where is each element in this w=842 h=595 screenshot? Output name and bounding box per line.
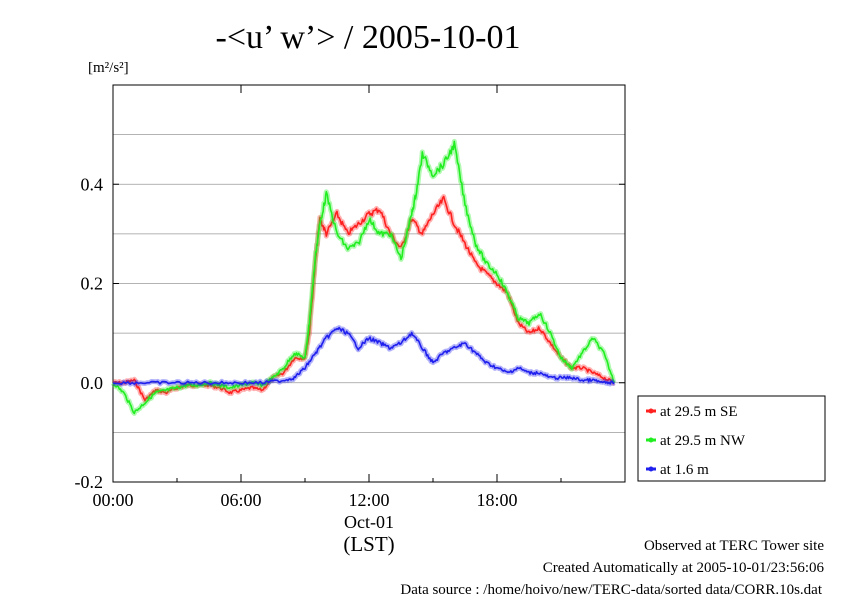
x-axis-date-label: Oct-01	[344, 512, 394, 532]
legend-entry: at 29.5 m SE	[660, 404, 738, 420]
footer-created: Created Automatically at 2005-10-01/23:5…	[543, 560, 825, 576]
legend-marker	[648, 408, 654, 414]
y-tick-label: -0.2	[75, 472, 104, 492]
legend-box	[637, 395, 826, 482]
series-line	[112, 140, 615, 415]
y-axis-unit-label: [m²/s²]	[88, 60, 129, 76]
series-halo	[112, 325, 616, 387]
y-tick-label: 0.2	[81, 274, 104, 294]
y-tick-label: 0.0	[81, 373, 104, 393]
x-tick-label: 00:00	[92, 490, 133, 510]
footer-site: Observed at TERC Tower site	[644, 538, 824, 554]
legend-entry: at 29.5 m NW	[660, 433, 746, 449]
legend-entry: at 1.6 m	[660, 462, 709, 478]
legend-marker	[648, 466, 654, 472]
series-line	[112, 326, 615, 385]
x-tick-label: 06:00	[220, 490, 261, 510]
x-tick-label: 18:00	[476, 490, 517, 510]
chart-title: -<u’ w’> / 2005-10-01	[216, 19, 521, 56]
x-axis: 00:00 06:00 12:00 18:00	[92, 85, 562, 510]
legend-marker	[648, 437, 654, 443]
series-layer	[110, 138, 617, 416]
x-tick-label: 12:00	[348, 490, 389, 510]
y-tick-label: 0.4	[81, 174, 104, 194]
legend: at 29.5 m SE at 29.5 m NW at 1.6 m	[637, 395, 826, 482]
footer-source: Data source : /home/hoivo/new/TERC-data/…	[400, 582, 822, 595]
x-axis-label: (LST)	[343, 532, 394, 556]
